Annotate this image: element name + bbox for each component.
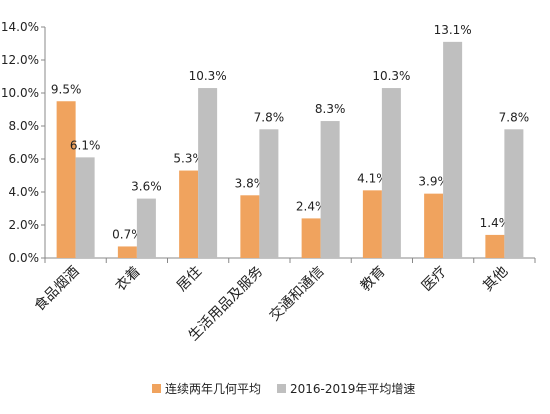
x-category-label: 医疗: [419, 264, 450, 295]
y-tick-label: 0.0%: [9, 251, 40, 265]
bar: [179, 170, 199, 258]
data-label: 13.1%: [434, 23, 472, 37]
legend-label: 连续两年几何平均: [165, 381, 261, 396]
bar: [443, 41, 463, 258]
x-category-label: 食品烟酒: [31, 263, 83, 315]
bar: [504, 129, 524, 258]
y-tick-label: 6.0%: [9, 152, 40, 166]
data-label: 3.9%: [418, 175, 449, 189]
data-label: 4.1%: [357, 171, 388, 185]
y-tick-label: 4.0%: [9, 185, 40, 199]
data-label: 7.8%: [254, 110, 285, 124]
bar: [485, 234, 505, 258]
data-label: 1.4%: [480, 216, 511, 230]
y-tick-label: 12.0%: [1, 53, 39, 67]
data-label: 6.1%: [70, 138, 101, 152]
y-tick-label: 14.0%: [1, 20, 39, 34]
legend-swatch: [277, 384, 286, 393]
bar: [56, 101, 76, 258]
bar: [117, 246, 137, 258]
data-label: 7.8%: [499, 110, 530, 124]
bar: [301, 218, 321, 258]
x-category-label: 其他: [480, 264, 511, 295]
x-category-label: 衣着: [113, 264, 144, 295]
legend-label: 2016-2019年平均增速: [290, 382, 415, 396]
bar: [362, 190, 382, 258]
data-label: 8.3%: [315, 102, 346, 116]
data-label: 10.3%: [372, 69, 410, 83]
data-label: 0.7%: [112, 227, 143, 241]
data-label: 2.4%: [296, 199, 327, 213]
bar: [198, 88, 218, 258]
data-label: 3.6%: [131, 180, 162, 194]
bar: [424, 193, 444, 258]
x-category-label: 教育: [358, 264, 389, 295]
bar: [320, 121, 340, 258]
bar: [381, 88, 401, 258]
y-tick-label: 10.0%: [1, 86, 39, 100]
legend-swatch: [152, 384, 161, 393]
data-label: 5.3%: [173, 152, 204, 166]
bar: [240, 195, 260, 258]
bar: [259, 129, 279, 258]
bar: [136, 198, 156, 258]
y-tick-label: 8.0%: [9, 119, 40, 133]
x-category-label: 居住: [174, 264, 205, 295]
data-label: 10.3%: [189, 69, 227, 83]
y-tick-label: 2.0%: [9, 218, 40, 232]
data-label: 9.5%: [51, 82, 82, 96]
data-label: 3.8%: [235, 176, 266, 190]
x-category-label: 交通和通信: [266, 263, 328, 325]
bar: [75, 157, 95, 258]
